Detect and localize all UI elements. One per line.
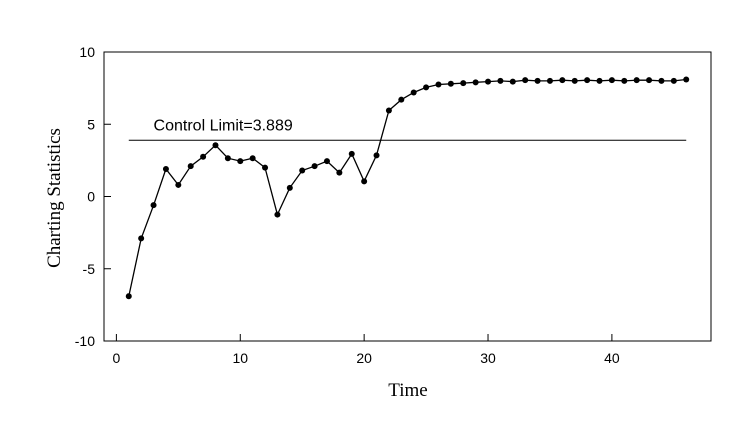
data-point (398, 96, 405, 103)
data-point (138, 235, 145, 242)
data-point (262, 164, 269, 171)
x-tick-label: 30 (480, 350, 496, 366)
data-point (274, 211, 281, 218)
y-tick-label: 0 (87, 189, 95, 205)
data-point (286, 184, 293, 191)
data-point (224, 155, 231, 162)
series-line (128, 78, 687, 297)
data-point (187, 163, 194, 170)
data-point (646, 77, 653, 84)
data-points (125, 76, 690, 300)
data-point (571, 77, 578, 84)
data-point (323, 158, 330, 165)
data-point (460, 80, 467, 87)
y-tick-label: -10 (75, 333, 95, 349)
y-tick-label: -5 (83, 261, 96, 277)
data-point (584, 77, 591, 84)
y-axis-title: Charting Statistics (44, 128, 65, 268)
data-point (249, 155, 256, 162)
data-point (175, 181, 182, 188)
data-point (497, 77, 504, 84)
data-point (670, 77, 677, 84)
y-axis-ticks: -10 -5 0 5 10 (75, 44, 111, 349)
data-point (472, 79, 479, 86)
y-tick-label: 10 (79, 44, 95, 60)
data-point (509, 78, 516, 85)
data-point (423, 84, 430, 91)
data-point (125, 293, 132, 300)
data-point (200, 153, 207, 160)
x-tick-label: 40 (604, 350, 620, 366)
data-point (237, 158, 244, 165)
data-point (373, 152, 380, 159)
data-point (348, 150, 355, 157)
data-point (596, 77, 603, 84)
data-point (658, 77, 665, 84)
x-tick-label: 20 (356, 350, 372, 366)
data-point (608, 77, 615, 84)
control-limit-label: Control Limit=3.889 (154, 117, 293, 134)
data-point (559, 77, 566, 84)
data-point (299, 167, 306, 174)
x-axis-title: Time (388, 380, 427, 401)
x-axis-ticks: 0 10 20 30 40 (112, 334, 620, 366)
data-point (150, 202, 157, 209)
data-point (447, 80, 454, 87)
data-point (435, 81, 442, 88)
data-point (621, 77, 628, 84)
y-tick-label: 5 (87, 116, 95, 132)
data-point (410, 89, 417, 96)
data-point (212, 142, 219, 149)
data-point (546, 77, 553, 84)
data-point (162, 166, 169, 173)
data-point (485, 78, 492, 85)
data-point (633, 77, 640, 84)
data-point (534, 77, 541, 84)
data-point (311, 163, 318, 170)
data-point (385, 107, 392, 114)
data-point (683, 76, 690, 83)
data-point (522, 77, 529, 84)
data-point (361, 178, 368, 185)
data-point (336, 169, 343, 176)
x-tick-label: 0 (112, 350, 120, 366)
x-tick-label: 10 (232, 350, 248, 366)
